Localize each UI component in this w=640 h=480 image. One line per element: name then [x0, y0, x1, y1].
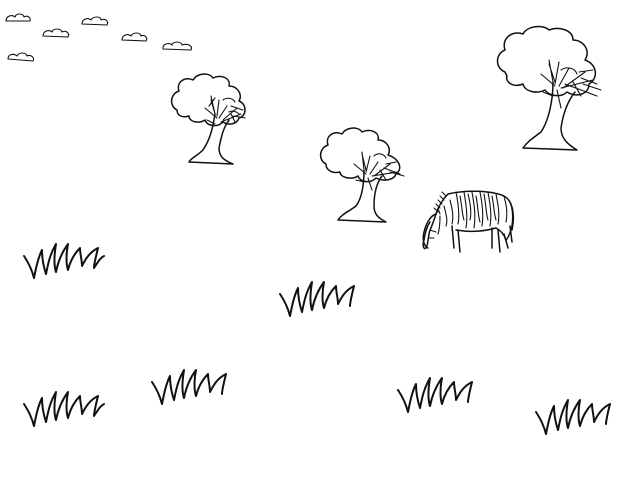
distant-bush — [5, 13, 31, 22]
tree-trunk — [188, 113, 234, 165]
zebra-front-leg — [451, 225, 461, 253]
grass-tuft — [151, 369, 227, 405]
grass-tuft — [397, 377, 473, 413]
tree-canopy — [170, 73, 246, 127]
zebra — [422, 190, 515, 253]
distant-bushes — [5, 13, 192, 62]
distant-bush — [162, 41, 192, 51]
tree-trunk — [522, 81, 578, 151]
zebra-head — [422, 213, 437, 249]
tree-branches — [204, 95, 242, 125]
zebra-back-leg — [491, 225, 513, 253]
tree-branches — [353, 151, 399, 191]
grass-tuft — [279, 281, 355, 317]
canopy-detail — [373, 153, 405, 177]
zebra-stripes — [427, 191, 508, 239]
tree-trunk — [337, 169, 387, 223]
tree-canopy — [496, 25, 597, 97]
grass-tuft — [23, 243, 105, 279]
zebra-tail — [509, 201, 515, 231]
grass-tuft — [535, 399, 611, 435]
distant-bush — [81, 16, 109, 26]
distant-bush — [42, 28, 70, 38]
grass-tuft — [23, 391, 105, 427]
zebra-ear — [435, 207, 441, 215]
tree-canopy — [319, 127, 401, 183]
acacia-tree — [319, 127, 405, 223]
acacia-tree — [170, 73, 246, 165]
acacia-tree — [496, 25, 602, 151]
zebra-mane — [433, 191, 447, 213]
distant-bush — [7, 52, 35, 62]
grass-tufts — [23, 243, 611, 435]
distant-bush — [121, 32, 148, 42]
tree-branches — [540, 59, 598, 109]
canopy-detail — [222, 97, 246, 119]
